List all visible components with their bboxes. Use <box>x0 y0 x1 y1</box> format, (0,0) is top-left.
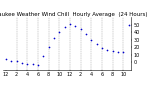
Point <box>127 24 130 26</box>
Point <box>111 50 114 52</box>
Point <box>31 64 34 65</box>
Point <box>101 47 103 49</box>
Point <box>85 33 87 35</box>
Point <box>47 47 50 48</box>
Point <box>58 31 60 32</box>
Point <box>74 25 76 26</box>
Point <box>69 23 71 25</box>
Point <box>63 26 66 28</box>
Point <box>26 63 28 64</box>
Point <box>15 61 18 62</box>
Point <box>106 50 108 51</box>
Point <box>95 44 98 45</box>
Point <box>42 56 44 57</box>
Point <box>37 64 39 66</box>
Point <box>79 28 82 29</box>
Point <box>21 62 23 64</box>
Point <box>10 60 12 61</box>
Point <box>117 51 119 52</box>
Point <box>90 39 92 40</box>
Title: Milwaukee Weather Wind Chill  Hourly Average  (24 Hours): Milwaukee Weather Wind Chill Hourly Aver… <box>0 12 148 17</box>
Point <box>53 37 55 38</box>
Point <box>122 51 124 52</box>
Point <box>5 58 7 60</box>
